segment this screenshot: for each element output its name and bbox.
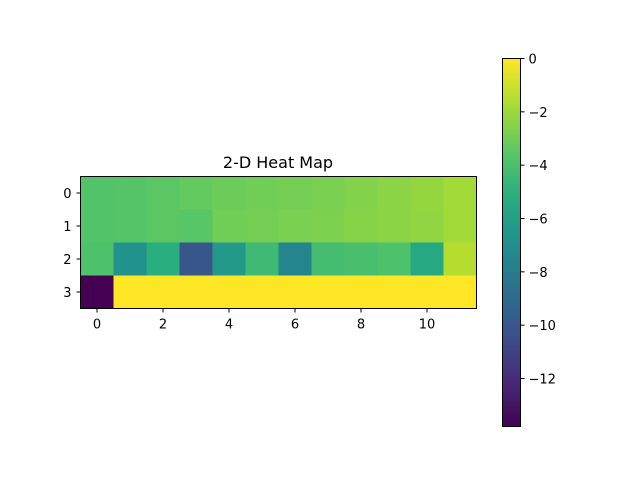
heatmap-cell — [443, 275, 477, 309]
x-tick-label: 6 — [291, 318, 299, 333]
colorbar-tick-label: −2 — [529, 106, 548, 121]
heatmap-cell — [113, 176, 147, 210]
heatmap-cell — [344, 242, 378, 276]
colorbar-tick-label: 0 — [529, 53, 537, 68]
heatmap-cell — [377, 275, 411, 309]
heatmap-cell — [80, 209, 114, 243]
heatmap-cell — [179, 176, 213, 210]
heatmap-cell — [410, 275, 444, 309]
heatmap-cells — [80, 176, 477, 309]
heatmap-cell — [344, 275, 378, 309]
heatmap-cell — [245, 275, 279, 309]
colorbar-ticks: 0 −2 −4 −6 −8 −10 −12 — [520, 53, 556, 388]
heatmap-cell — [278, 275, 312, 309]
heatmap-cell — [443, 176, 477, 210]
heatmap-cell — [179, 209, 213, 243]
heatmap-cell — [80, 242, 114, 276]
y-axis-ticks: 0 1 2 3 — [63, 187, 81, 301]
x-tick-label: 10 — [419, 318, 436, 333]
colorbar-tick-label: −6 — [529, 213, 548, 228]
heatmap-cell — [245, 242, 279, 276]
heatmap-cell — [80, 176, 114, 210]
heatmap-cell — [344, 209, 378, 243]
heatmap-cell — [113, 209, 147, 243]
colorbar-tick-label: −10 — [529, 319, 556, 334]
heatmap-cell — [311, 209, 345, 243]
heatmap-cell — [146, 209, 180, 243]
y-tick-label: 0 — [63, 187, 71, 202]
heatmap-cell — [410, 176, 444, 210]
heatmap-cell — [212, 176, 246, 210]
heatmap-cell — [344, 176, 378, 210]
x-tick-label: 2 — [159, 318, 167, 333]
x-tick-label: 4 — [225, 318, 233, 333]
heatmap-cell — [245, 176, 279, 210]
heatmap-cell — [311, 176, 345, 210]
heatmap-cell — [443, 209, 477, 243]
heatmap-cell — [410, 242, 444, 276]
heatmap-cell — [179, 275, 213, 309]
heatmap-cell — [146, 176, 180, 210]
heatmap-cell — [311, 275, 345, 309]
heatmap-cell — [212, 242, 246, 276]
colorbar-tick-label: −8 — [529, 266, 548, 281]
heatmap-cell — [278, 242, 312, 276]
heatmap-cell — [377, 242, 411, 276]
heatmap-cell — [212, 275, 246, 309]
heatmap-cell — [278, 209, 312, 243]
colorbar-tick-label: −12 — [529, 373, 556, 388]
y-tick-label: 3 — [63, 286, 71, 301]
heatmap-cell — [311, 242, 345, 276]
heatmap-cell — [179, 242, 213, 276]
chart-title: 2-D Heat Map — [223, 153, 333, 172]
heatmap-cell — [278, 176, 312, 210]
heatmap-cell — [146, 242, 180, 276]
heatmap-cell — [80, 275, 114, 309]
x-tick-label: 0 — [93, 318, 101, 333]
heatmap-cell — [443, 242, 477, 276]
heatmap-cell — [146, 275, 180, 309]
heatmap-cell — [113, 275, 147, 309]
heatmap-cell — [113, 242, 147, 276]
heatmap-cell — [212, 209, 246, 243]
colorbar-frame — [502, 58, 521, 427]
colorbar-tick-label: −4 — [529, 159, 548, 174]
y-tick-label: 2 — [63, 253, 71, 268]
heatmap-cell — [410, 209, 444, 243]
y-tick-label: 1 — [63, 220, 71, 235]
heatmap-cell — [377, 209, 411, 243]
x-axis-ticks: 0 2 4 6 8 10 — [93, 308, 436, 333]
heatmap-cell — [245, 209, 279, 243]
colorbar — [502, 58, 521, 427]
heatmap-cell — [377, 176, 411, 210]
x-tick-label: 8 — [357, 318, 365, 333]
plot-frame — [80, 176, 477, 309]
